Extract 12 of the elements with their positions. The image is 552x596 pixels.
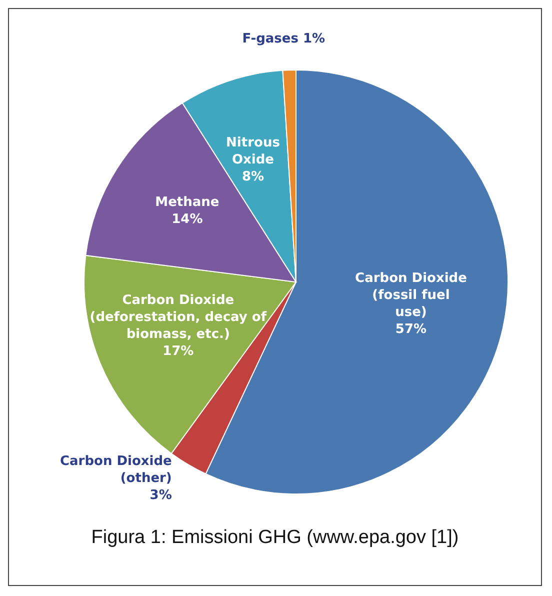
text: Figura 1: Emissioni GHG (www.epa.gov [1]) [90,527,460,549]
slice-label: Carbon Dioxide (deforestation, decay of biomass, etc.) [90,292,267,342]
data-label: 14% [172,212,203,228]
slice-label: Carbon Dioxide (fossil fuel use) [355,270,468,320]
slice-label: Carbon Dioxide (other) [60,454,172,486]
data-label: 3% [150,488,172,503]
slice-label: Nitrous Oxide [226,136,280,168]
data-label: 57% [395,322,427,337]
data-label: 17% [162,344,194,359]
slice-label: Methane [155,195,220,210]
data-label: 8% [242,170,264,185]
slice-label: F-gases 1% [242,32,326,47]
